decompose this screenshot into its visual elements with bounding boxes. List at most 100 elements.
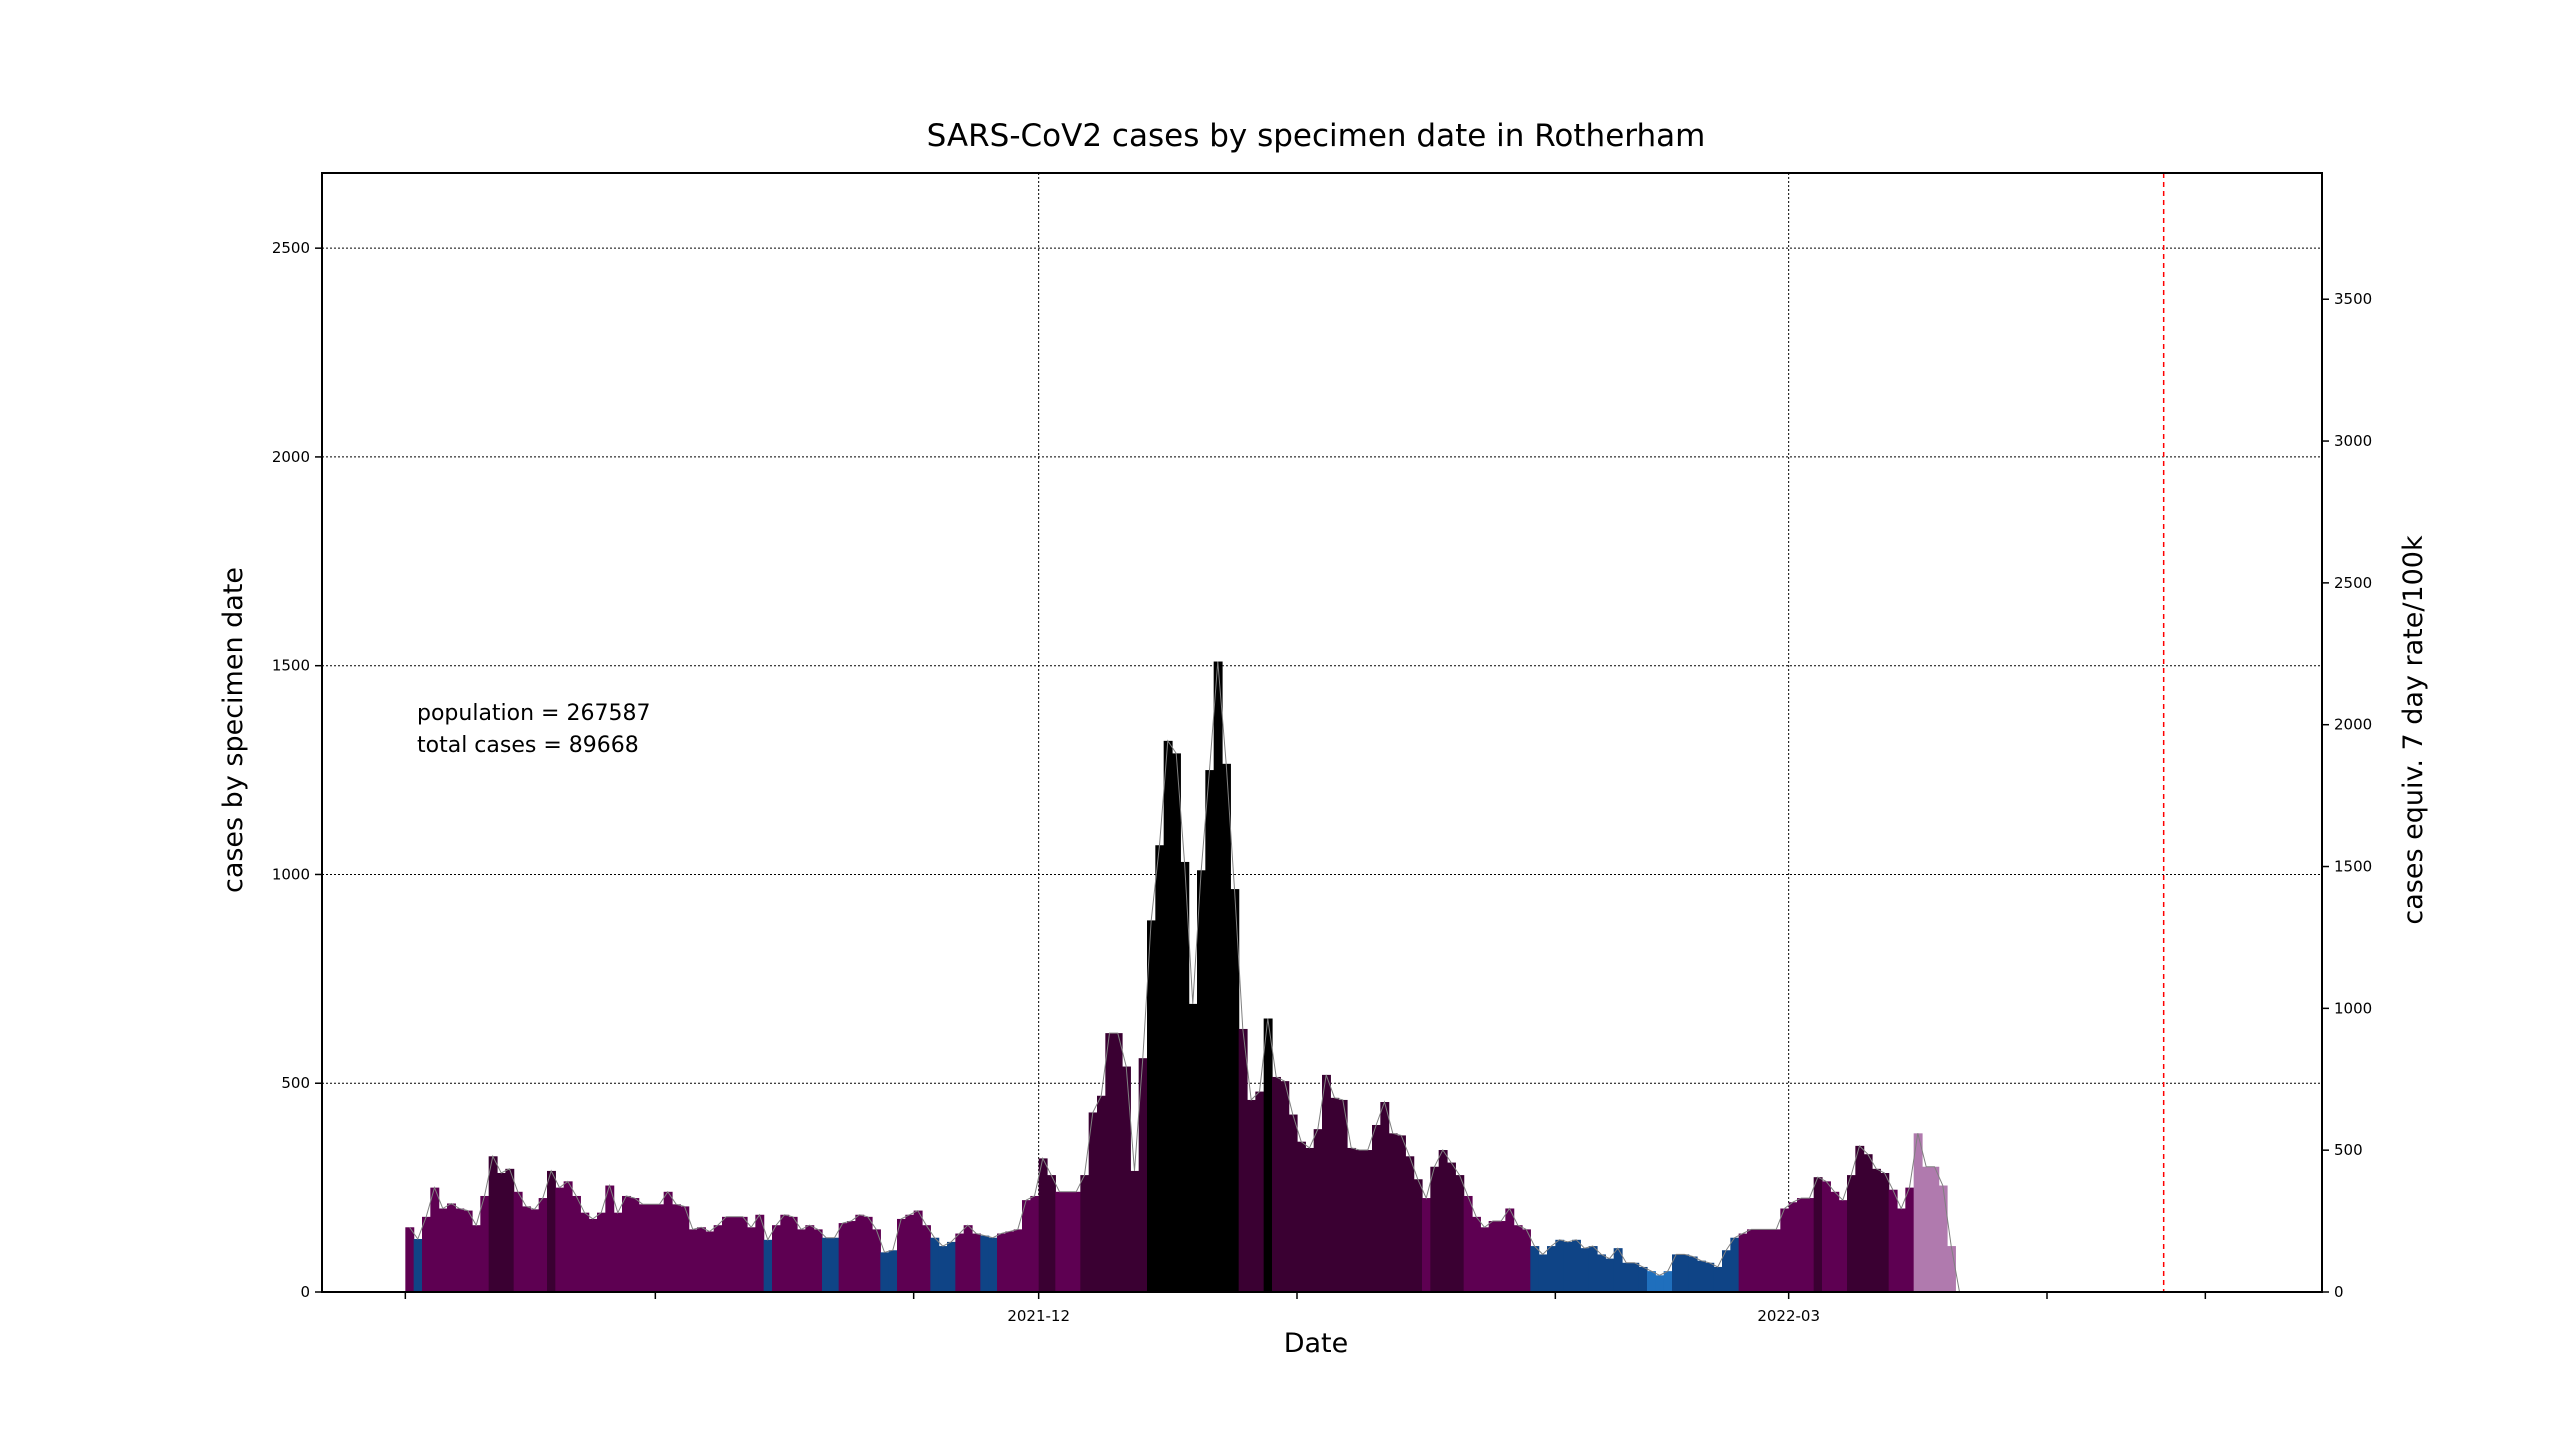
case-bar [1088, 1112, 1098, 1292]
case-bar [930, 1237, 940, 1292]
case-bar [822, 1237, 831, 1292]
case-bar [1138, 1058, 1148, 1292]
case-bar [1797, 1198, 1806, 1292]
case-bar [1163, 740, 1173, 1292]
case-bar [755, 1214, 765, 1292]
case-bar [513, 1191, 523, 1292]
case-bar [622, 1195, 631, 1292]
case-bar [980, 1235, 990, 1292]
case-bar [1155, 845, 1165, 1292]
case-bar [1380, 1102, 1390, 1292]
case-bar [1530, 1246, 1540, 1292]
case-bar [1647, 1271, 1656, 1292]
case-bar [438, 1208, 448, 1292]
case-bar [1655, 1275, 1665, 1292]
case-bar [922, 1225, 931, 1292]
case-bar [997, 1233, 1006, 1292]
y-tick-label: 1000 [272, 865, 310, 883]
case-bar [697, 1227, 706, 1292]
case-bar [1055, 1191, 1065, 1292]
case-bar [538, 1198, 548, 1292]
y-tick-label: 1500 [272, 657, 310, 675]
case-bar [447, 1203, 456, 1292]
case-bar [1038, 1158, 1048, 1292]
case-bar [1430, 1166, 1440, 1292]
case-bar [1005, 1231, 1015, 1292]
case-bar [463, 1210, 473, 1292]
case-bar [797, 1229, 806, 1292]
case-bar [597, 1212, 606, 1292]
case-bar [530, 1209, 540, 1292]
case-bar [505, 1168, 515, 1292]
case-bar [1255, 1091, 1265, 1292]
case-bar [1105, 1033, 1115, 1292]
case-bar [1638, 1266, 1648, 1292]
case-bar [1497, 1221, 1506, 1292]
case-bar [1313, 1129, 1323, 1292]
case-bar [1013, 1229, 1023, 1292]
case-bar [1305, 1147, 1315, 1292]
case-bar [1072, 1191, 1081, 1292]
case-bar [563, 1181, 573, 1292]
case-bar [1330, 1097, 1340, 1292]
case-bar [1780, 1208, 1790, 1292]
case-bar [780, 1214, 790, 1292]
case-bar [1930, 1166, 1940, 1292]
case-bar [872, 1229, 881, 1292]
case-bar [1863, 1154, 1873, 1292]
case-bar [547, 1170, 556, 1292]
case-bar [1813, 1177, 1823, 1292]
case-bar [838, 1223, 848, 1292]
case-bar [430, 1187, 440, 1292]
case-bar [638, 1204, 648, 1292]
case-bar [988, 1237, 998, 1292]
case-bar [788, 1216, 798, 1292]
case-bar [763, 1239, 773, 1292]
case-bar [1238, 1028, 1248, 1292]
case-bar [1063, 1191, 1073, 1292]
case-bar [1672, 1254, 1681, 1292]
case-bar [1622, 1262, 1631, 1292]
case-bar [1713, 1266, 1723, 1292]
case-bar [1705, 1262, 1715, 1292]
y-axis-label: cases by specimen date [218, 567, 249, 893]
case-bar [405, 1227, 415, 1292]
y2-tick-label: 1000 [2334, 999, 2372, 1017]
case-bar [613, 1212, 623, 1292]
case-bar [663, 1191, 673, 1292]
case-bar [647, 1204, 656, 1292]
case-bar [1905, 1187, 1915, 1292]
case-bar [497, 1173, 506, 1292]
case-bar [738, 1216, 748, 1292]
case-bar [1888, 1189, 1898, 1292]
case-bar [913, 1210, 923, 1292]
x-axis-ticks: 2021-12 2022-03 [404, 1292, 2207, 1325]
case-bar [1538, 1254, 1548, 1292]
case-bar [1297, 1141, 1306, 1292]
case-bar [572, 1195, 581, 1292]
case-bar [1488, 1221, 1498, 1292]
case-bar [580, 1212, 590, 1292]
case-bar [1230, 889, 1240, 1292]
trend-line-group [409, 661, 1960, 1293]
case-bar [1680, 1254, 1690, 1292]
case-bar [1730, 1237, 1740, 1292]
y-tick-label: 500 [281, 1074, 310, 1092]
case-bar [1030, 1195, 1040, 1292]
case-bar [1880, 1173, 1890, 1292]
y2-tick-label: 3500 [2334, 290, 2372, 308]
x-axis-label: Date [1284, 1328, 1349, 1359]
case-bar [1913, 1133, 1923, 1292]
case-bar [1572, 1239, 1581, 1292]
case-bar [1597, 1254, 1606, 1292]
case-bar [1188, 1003, 1198, 1292]
case-bar [1280, 1081, 1290, 1292]
case-bar [472, 1225, 481, 1292]
bars [405, 661, 1956, 1292]
case-bar [1922, 1166, 1931, 1292]
case-bar [1872, 1168, 1881, 1292]
case-bar [1205, 770, 1215, 1292]
case-bar [1372, 1124, 1381, 1292]
y2-tick-label: 0 [2334, 1283, 2344, 1301]
case-bar [1855, 1145, 1865, 1292]
